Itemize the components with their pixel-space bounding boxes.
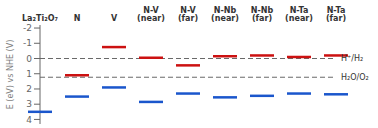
svg-text:N-Ta(far): N-Ta(far) <box>326 6 346 24</box>
svg-text:2: 2 <box>26 84 32 94</box>
svg-text:E (eV) vs NHE (V): E (eV) vs NHE (V) <box>6 40 15 110</box>
svg-text:-2: -2 <box>23 23 32 33</box>
svg-text:N: N <box>74 14 81 23</box>
svg-text:3: 3 <box>26 99 32 109</box>
svg-text:4: 4 <box>26 115 32 125</box>
svg-text:N-V(far): N-V(far) <box>178 6 198 24</box>
svg-text:0: 0 <box>26 54 32 64</box>
svg-text:La₂Ti₂O₇: La₂Ti₂O₇ <box>22 14 59 23</box>
svg-text:H⁺/H₂: H⁺/H₂ <box>341 54 363 63</box>
svg-text:-1: -1 <box>23 38 32 48</box>
svg-text:N-Nb(near): N-Nb(near) <box>211 6 239 24</box>
svg-text:H₂O/O₂: H₂O/O₂ <box>341 73 369 82</box>
svg-text:N-Ta(near): N-Ta(near) <box>285 6 313 24</box>
svg-text:N-V(near): N-V(near) <box>137 6 165 24</box>
svg-text:1: 1 <box>26 69 32 79</box>
svg-text:V: V <box>111 14 118 23</box>
svg-text:N-Nb(far): N-Nb(far) <box>251 6 274 24</box>
